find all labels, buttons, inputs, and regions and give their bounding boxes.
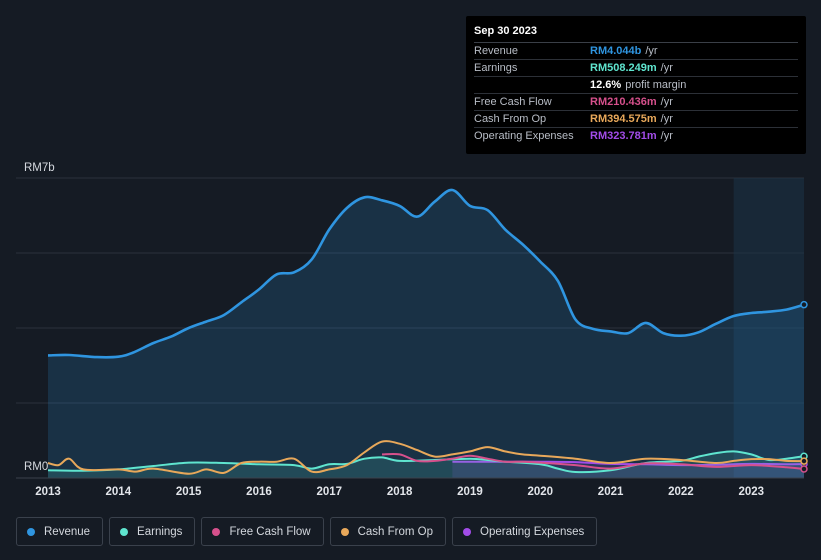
revenue-end-point xyxy=(800,300,808,309)
revenue-line xyxy=(47,188,805,359)
tooltip-row: Operating Expenses RM323.781m/yr xyxy=(474,128,798,145)
forecast-shade xyxy=(733,178,804,478)
tooltip-date: Sep 30 2023 xyxy=(474,23,798,43)
tooltip-row-unit: /yr xyxy=(660,130,673,142)
x-tick-label: 2019 xyxy=(457,486,483,498)
tooltip-row-label: Revenue xyxy=(474,45,519,57)
legend-item-revenue[interactable]: Revenue xyxy=(16,517,104,546)
y-axis-top-label: RM7b xyxy=(24,162,55,174)
x-tick-label: 2018 xyxy=(387,486,413,498)
legend-dot-icon xyxy=(27,527,35,536)
legend-dot-icon xyxy=(340,527,349,536)
x-tick-label: 2016 xyxy=(246,486,272,498)
tooltip-row-label: Earnings xyxy=(474,62,518,74)
x-tick-label: 2020 xyxy=(527,486,553,498)
tooltip-row-label: Operating Expenses xyxy=(474,130,574,142)
tooltip-row: Free Cash Flow RM210.436m/yr xyxy=(474,94,798,111)
tooltip-row-value: RM508.249m xyxy=(590,62,657,74)
earnings-area xyxy=(48,451,804,478)
x-tick-label: 2014 xyxy=(106,486,132,498)
x-tick-label: 2013 xyxy=(35,486,61,498)
free-cash-flow-end-point xyxy=(800,465,808,473)
legend-item-earnings[interactable]: Earnings xyxy=(109,517,196,546)
tooltip-row-value: RM323.781m xyxy=(590,130,657,142)
x-tick-label: 2021 xyxy=(598,486,624,498)
tooltip-row: 12.6% profit margin xyxy=(474,77,798,94)
tooltip-row-label: Free Cash Flow xyxy=(474,96,552,108)
operating-expenses-area xyxy=(452,461,804,478)
tooltip-row-unit: profit margin xyxy=(625,79,687,91)
legend-label: Earnings xyxy=(137,525,183,538)
tooltip-row-unit: /yr xyxy=(660,62,673,74)
x-tick-label: 2023 xyxy=(738,486,764,498)
tooltip-row-label: Cash From Op xyxy=(474,113,547,125)
chart-legend: Revenue Earnings Free Cash Flow Cash From O… xyxy=(16,517,598,546)
tooltip-row-label xyxy=(474,77,590,93)
tooltip-row: Cash From Op RM394.575m/yr xyxy=(474,111,798,128)
data-tooltip: Sep 30 2023 Revenue RM4.044b/yr Earnings RM… xyxy=(466,16,806,154)
legend-dot-icon xyxy=(120,527,129,536)
legend-dot-icon xyxy=(212,527,221,536)
tooltip-row-value: RM394.575m xyxy=(590,113,657,125)
tooltip-row-unit: /yr xyxy=(660,96,673,108)
earnings-line xyxy=(47,450,805,474)
x-axis: 2013 2014 2015 2016 2017 2018 2019 2020 2021 2022… xyxy=(16,477,804,498)
legend-item-operating-expenses[interactable]: Operating Expenses xyxy=(452,517,598,546)
cash-from-op-end-point xyxy=(800,457,808,465)
legend-label: Revenue xyxy=(44,525,91,538)
x-tick-label: 2015 xyxy=(176,486,202,498)
legend-label: Cash From Op xyxy=(357,525,434,538)
legend-item-cash-from-op[interactable]: Cash From Op xyxy=(329,517,447,546)
legend-item-free-cash-flow[interactable]: Free Cash Flow xyxy=(201,517,324,546)
x-tick-label: 2022 xyxy=(668,486,694,498)
legend-dot-icon xyxy=(463,527,472,536)
tooltip-row-unit: /yr xyxy=(645,45,658,57)
cash-from-op-line xyxy=(47,440,805,475)
tooltip-row: Earnings RM508.249m/yr xyxy=(474,60,798,77)
legend-label: Operating Expenses xyxy=(480,525,585,538)
series-layer xyxy=(47,188,808,478)
legend-label: Free Cash Flow xyxy=(229,525,311,538)
free-cash-flow-line xyxy=(381,452,805,470)
tooltip-row: Revenue RM4.044b/yr xyxy=(474,43,798,60)
x-tick-label: 2017 xyxy=(317,486,343,498)
revenue-area xyxy=(48,189,804,478)
y-axis-bottom-label: RM0 xyxy=(24,461,48,473)
forecast-region xyxy=(733,178,804,478)
tooltip-row-value: RM210.436m xyxy=(590,96,657,108)
tooltip-row-unit: /yr xyxy=(660,113,673,125)
tooltip-row-value: RM4.044b xyxy=(590,45,642,57)
tooltip-row-value: 12.6% xyxy=(590,79,622,91)
